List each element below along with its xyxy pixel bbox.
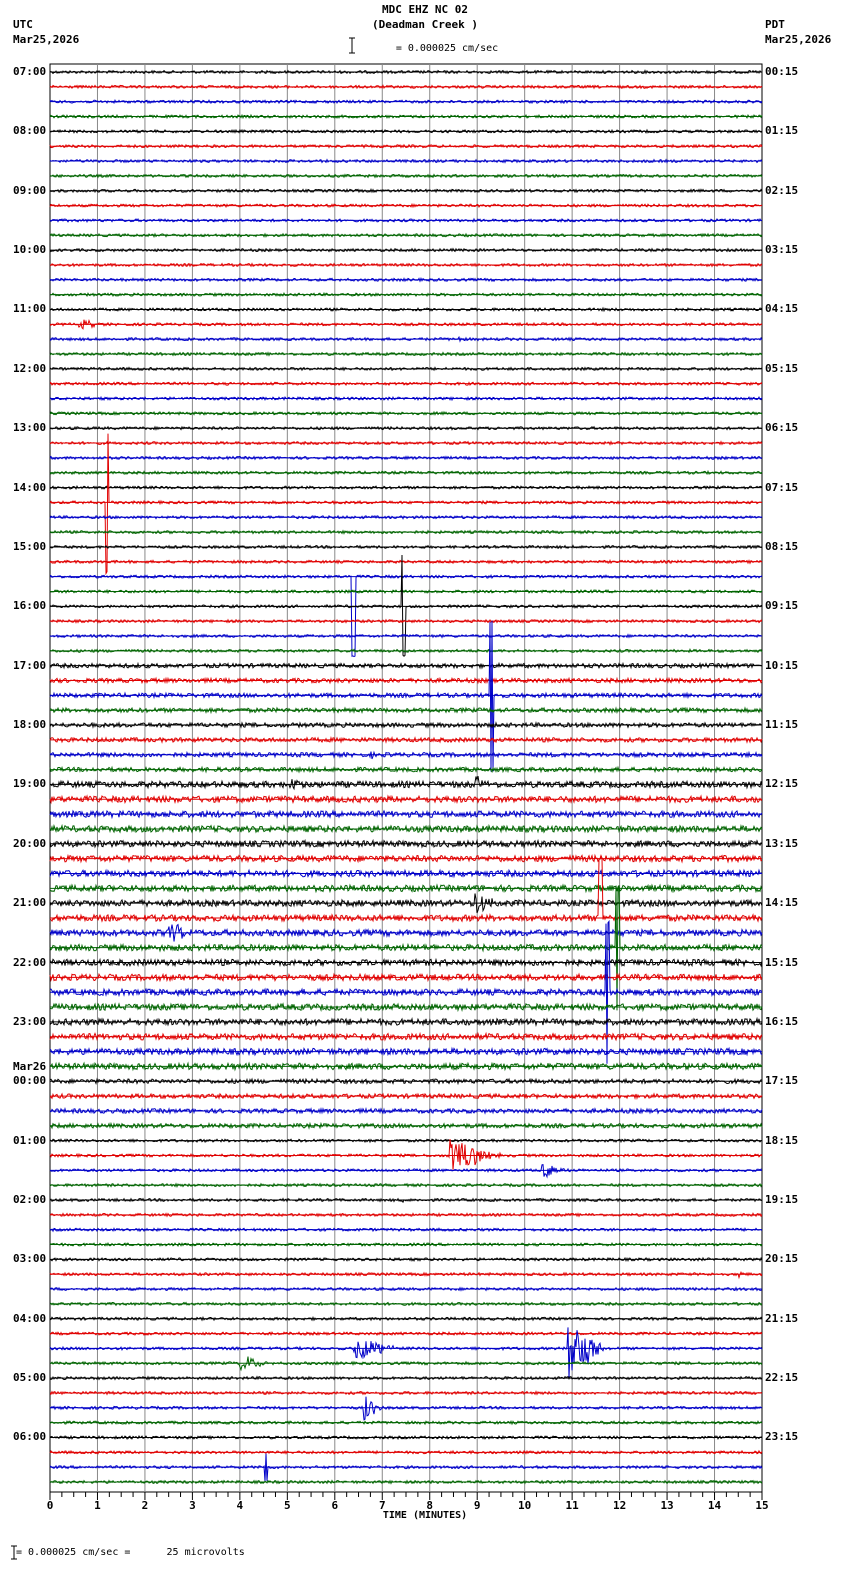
utc-time-label: 00:00 <box>13 1074 47 1088</box>
utc-time-label: 23:00 <box>13 1014 47 1028</box>
utc-time-label: 16:00 <box>13 599 47 613</box>
utc-time-label: 18:00 <box>13 718 47 732</box>
utc-time-label: 03:00 <box>13 1252 47 1266</box>
x-tick-label: 5 <box>284 1499 291 1512</box>
left-date: Mar25,2026 <box>13 33 80 46</box>
footer-scale-note: = 0.000025 cm/sec = 25 microvolts <box>16 1547 245 1558</box>
utc-time-label: 09:00 <box>13 183 47 197</box>
pdt-time-label: 11:15 <box>765 718 799 732</box>
utc-time-label: 22:00 <box>13 955 47 969</box>
x-tick-label: 3 <box>189 1499 196 1512</box>
x-tick-label: 2 <box>141 1499 149 1512</box>
utc-time-label: 14:00 <box>13 480 47 494</box>
pdt-time-label: 03:15 <box>765 243 799 257</box>
x-tick-label: 8 <box>426 1499 434 1512</box>
right-date: Mar25,2026 <box>765 33 832 46</box>
pdt-time-label: 20:15 <box>765 1252 799 1266</box>
pdt-time-label: 05:15 <box>765 361 799 375</box>
utc-time-label: 04:00 <box>13 1311 47 1325</box>
utc-time-label: 11:00 <box>13 302 47 316</box>
x-tick-label: 15 <box>755 1499 769 1512</box>
pdt-time-label: 15:15 <box>765 955 799 969</box>
utc-time-label: 13:00 <box>13 421 47 435</box>
utc-time-label: 05:00 <box>13 1371 47 1385</box>
utc-time-label: 20:00 <box>13 836 47 850</box>
x-axis-label: TIME (MINUTES) <box>382 1510 468 1521</box>
utc-time-label: 12:00 <box>13 361 47 375</box>
x-tick-label: 4 <box>236 1499 244 1512</box>
x-tick-label: 0 <box>46 1499 54 1512</box>
utc-time-label: 02:00 <box>13 1193 47 1206</box>
pdt-time-label: 13:15 <box>765 836 799 850</box>
x-tick-label: 13 <box>660 1499 674 1512</box>
utc-time-label: 19:00 <box>13 777 47 791</box>
pdt-time-label: 18:15 <box>765 1133 799 1147</box>
pdt-time-label: 12:15 <box>765 777 799 791</box>
utc-time-label: 01:00 <box>13 1133 47 1147</box>
x-tick-label: 1 <box>94 1499 101 1512</box>
station-title: MDC EHZ NC 02 <box>381 3 469 16</box>
utc-time-label: 06:00 <box>13 1430 47 1444</box>
right-timezone: PDT <box>765 18 785 31</box>
pdt-time-label: 04:15 <box>765 302 799 316</box>
x-tick-label: 6 <box>331 1499 339 1512</box>
left-timezone: UTC <box>13 18 33 31</box>
pdt-time-label: 10:15 <box>765 658 799 672</box>
pdt-time-label: 14:15 <box>765 896 799 910</box>
pdt-time-label: 21:15 <box>765 1311 799 1325</box>
pdt-time-label: 23:15 <box>765 1430 799 1444</box>
utc-time-label: 17:00 <box>13 658 47 672</box>
x-tick-label: 14 <box>707 1499 722 1512</box>
pdt-time-label: 07:15 <box>765 480 799 494</box>
pdt-time-label: 16:15 <box>765 1014 799 1028</box>
pdt-time-label: 09:15 <box>765 599 799 613</box>
pdt-time-label: 02:15 <box>765 183 799 197</box>
pdt-time-label: 00:15 <box>765 65 799 78</box>
station-name: (Deadman Creek ) <box>372 18 478 31</box>
utc-time-label: 08:00 <box>13 124 47 138</box>
utc-date-label: Mar26 <box>13 1060 47 1074</box>
pdt-time-label: 17:15 <box>765 1074 799 1088</box>
utc-time-label: 15:00 <box>13 539 47 553</box>
utc-time-label: 21:00 <box>13 896 47 910</box>
utc-time-label: 10:00 <box>13 243 47 257</box>
x-tick-label: 11 <box>565 1499 579 1512</box>
pdt-time-label: 08:15 <box>765 539 799 553</box>
pdt-time-label: 22:15 <box>765 1371 799 1385</box>
pdt-time-label: 19:15 <box>765 1193 799 1206</box>
pdt-time-label: 01:15 <box>765 124 799 138</box>
x-tick-label: 7 <box>378 1499 386 1512</box>
pdt-time-label: 06:15 <box>765 421 799 435</box>
utc-time-label: 07:00 <box>13 65 47 78</box>
x-tick-label: 10 <box>518 1499 532 1512</box>
scale-label: = 0.000025 cm/sec <box>395 43 499 54</box>
x-tick-label: 9 <box>473 1499 481 1512</box>
x-tick-label: 12 <box>612 1499 627 1512</box>
